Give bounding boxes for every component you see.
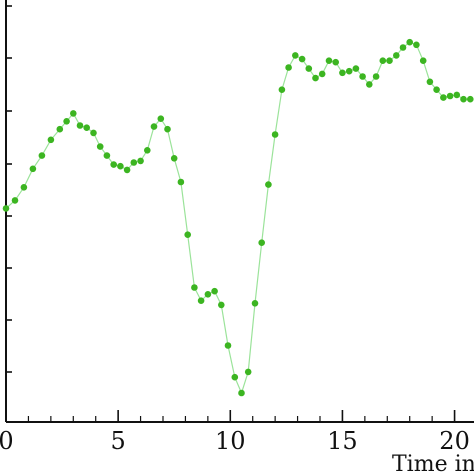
data-point [467, 95, 474, 103]
data-point [150, 123, 158, 130]
data-point [184, 231, 191, 238]
x-axis-title: Time in [392, 452, 474, 474]
data-point [137, 157, 144, 165]
series-line [5, 41, 471, 395]
data-point [63, 118, 70, 125]
data-point [56, 125, 64, 133]
series-layer [2, 38, 474, 397]
data-point [372, 73, 380, 80]
data-point [386, 57, 393, 64]
data-point [251, 300, 259, 307]
data-point [278, 86, 286, 93]
x-tick-label: 20 [439, 427, 470, 455]
data-point [265, 181, 272, 188]
tick-layer: 0 5 10 15 20 [0, 410, 470, 455]
data-point [453, 91, 461, 99]
data-point [96, 143, 104, 150]
x-tick-label: 5 [111, 427, 126, 455]
data-point [123, 166, 131, 174]
x-tick-label: 0 [0, 427, 14, 455]
data-point [258, 239, 266, 246]
data-point [38, 152, 46, 159]
data-point [164, 125, 171, 133]
data-point [325, 57, 333, 64]
data-point [460, 95, 467, 103]
data-point [292, 52, 299, 59]
data-point [379, 57, 387, 64]
data-point [47, 136, 55, 144]
data-point [157, 115, 165, 122]
data-point [70, 110, 77, 117]
data-point [170, 155, 178, 162]
data-point [231, 373, 239, 381]
data-point [359, 73, 366, 80]
data-point [440, 94, 447, 101]
x-tick-label: 10 [215, 427, 246, 455]
data-point [446, 92, 454, 100]
data-point [413, 41, 420, 49]
data-point [2, 205, 10, 212]
data-point [406, 38, 414, 46]
data-point [130, 159, 138, 166]
data-point [218, 301, 225, 309]
data-point [197, 297, 205, 305]
data-point [224, 342, 232, 349]
data-point [29, 165, 37, 173]
data-point [177, 178, 185, 186]
data-point [352, 65, 360, 72]
data-point [244, 368, 252, 376]
data-point [90, 129, 97, 137]
data-point [433, 86, 440, 93]
data-point [20, 184, 28, 191]
data-point [204, 291, 212, 298]
data-point [393, 52, 400, 59]
data-point [419, 57, 427, 64]
data-point [366, 81, 373, 88]
data-point [191, 284, 198, 291]
data-point [345, 67, 353, 75]
data-point [11, 197, 19, 204]
data-point [117, 162, 124, 170]
data-point [110, 161, 117, 168]
axes-frame [5, 0, 474, 423]
data-point [312, 74, 319, 82]
data-point [399, 44, 407, 51]
x-tick-label: 15 [327, 427, 358, 455]
data-point [332, 58, 340, 66]
data-point [76, 122, 84, 129]
data-point [426, 78, 434, 86]
data-point [298, 55, 306, 63]
data-point [103, 152, 111, 159]
data-point [271, 131, 279, 138]
data-point [305, 65, 313, 72]
data-point [83, 124, 90, 131]
data-point [211, 287, 218, 295]
data-point [318, 70, 326, 78]
data-point [285, 64, 292, 71]
data-point [238, 389, 245, 397]
data-point [144, 147, 151, 154]
data-point [339, 69, 346, 77]
